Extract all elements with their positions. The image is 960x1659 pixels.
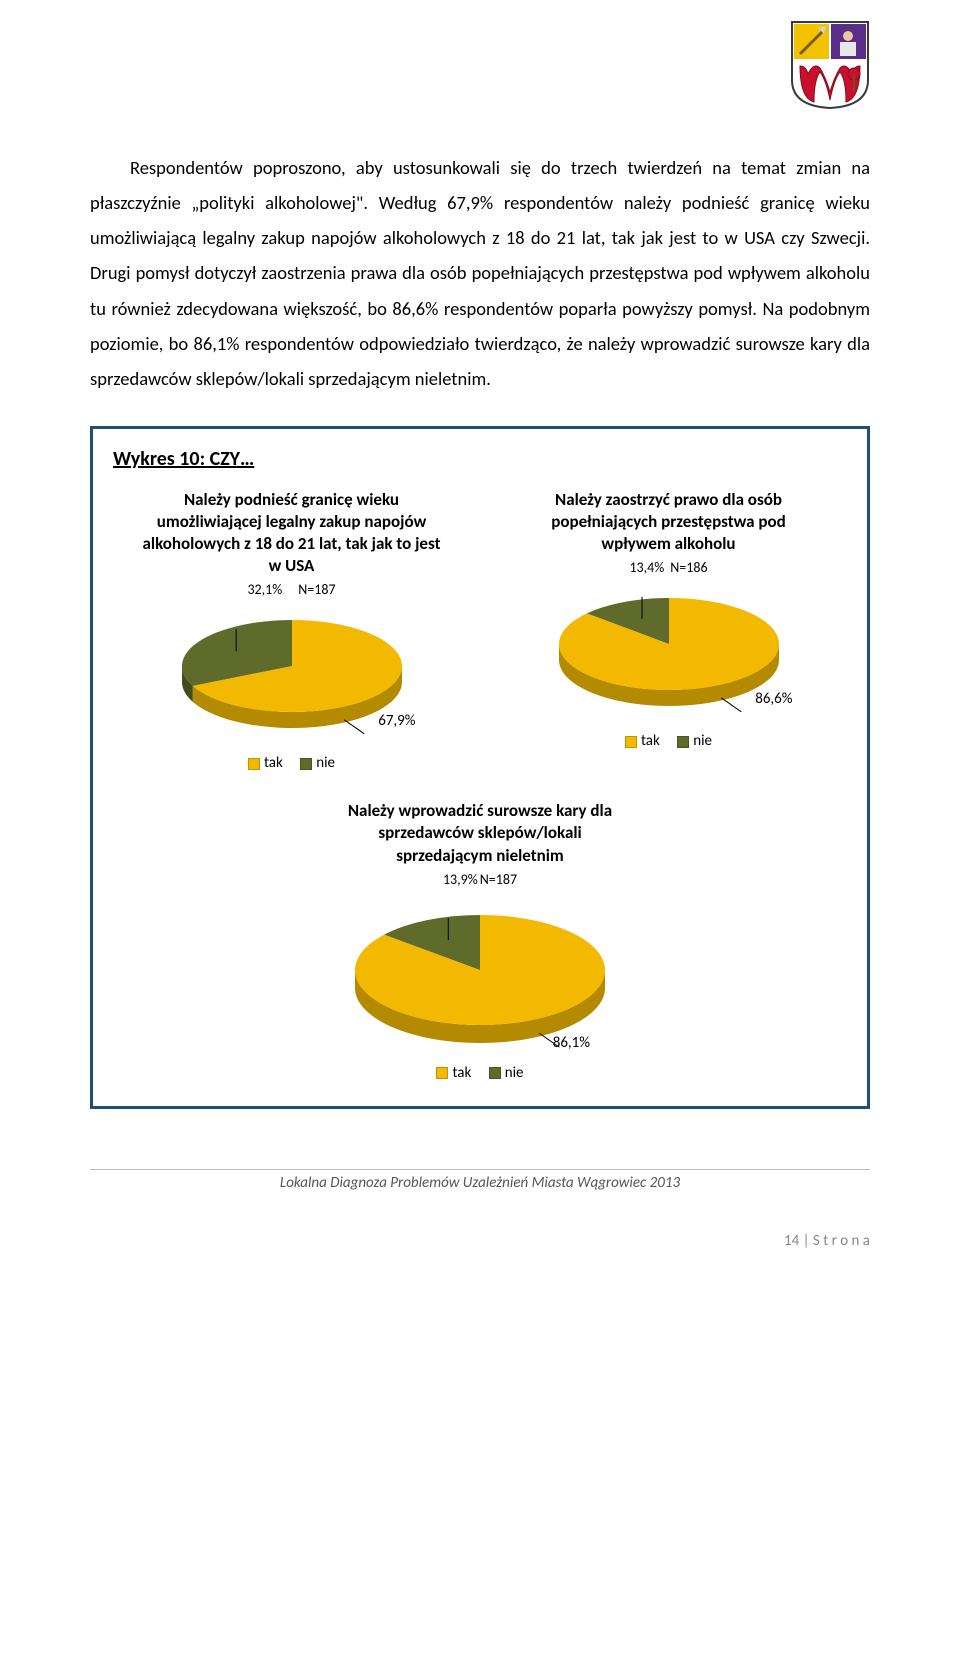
chart-1-pie: 67,9% [162, 604, 422, 744]
chart-2-no-pct: 13,4% [629, 559, 664, 582]
legend-swatch-no [677, 736, 689, 748]
chart-2-n: N=186 [670, 559, 707, 576]
legend-swatch-yes [625, 736, 637, 748]
chart-3-title: Należy wprowadzić surowsze kary dla sprz… [330, 800, 630, 866]
legend-swatch-no [300, 758, 312, 770]
legend-swatch-no [489, 1067, 501, 1079]
legend-swatch-yes [248, 758, 260, 770]
chart-1-n: N=187 [298, 581, 335, 598]
chart-2-yes-pct: 86,6% [755, 690, 792, 708]
chart-1-title: Należy podnieść granicę wieku umożliwiaj… [142, 489, 442, 577]
chart-3: Należy wprowadzić surowsze kary dla sprz… [300, 800, 660, 1081]
chart-2-pie: 86,6% [539, 582, 799, 722]
chart-panel: Wykres 10: CZY… Należy podnieść granicę … [90, 426, 870, 1109]
chart-3-pie: 86,1% [330, 894, 630, 1054]
chart-3-n: N=187 [480, 871, 517, 888]
chart-2: Należy zaostrzyć prawo dla osób popełnia… [490, 489, 847, 772]
panel-title: Wykres 10: CZY… [113, 447, 847, 471]
page: Respondentów poproszono, aby ustosunkowa… [0, 0, 960, 1280]
chart-3-yes-pct: 86,1% [553, 1034, 590, 1052]
chart-1-no-pct: 32,1% [247, 581, 282, 604]
page-number: 14 | S t r o n a [90, 1232, 870, 1250]
chart-row-top: Należy podnieść granicę wieku umożliwiaj… [113, 489, 847, 772]
coat-of-arms-logo [790, 20, 870, 110]
chart-2-title: Należy zaostrzyć prawo dla osób popełnia… [519, 489, 819, 555]
legend-swatch-yes [436, 1067, 448, 1079]
body-paragraph: Respondentów poproszono, aby ustosunkowa… [90, 150, 870, 396]
chart-3-legend: tak nie [300, 1064, 660, 1082]
chart-3-no-pct: 13,9% [443, 871, 478, 894]
chart-row-bottom: Należy wprowadzić surowsze kary dla sprz… [113, 800, 847, 1081]
chart-1-legend: tak nie [113, 754, 470, 772]
chart-2-legend: tak nie [490, 732, 847, 750]
footer-text: Lokalna Diagnoza Problemów Uzależnień Mi… [90, 1169, 870, 1192]
chart-1-yes-pct: 67,9% [378, 712, 415, 730]
chart-1: Należy podnieść granicę wieku umożliwiaj… [113, 489, 470, 772]
